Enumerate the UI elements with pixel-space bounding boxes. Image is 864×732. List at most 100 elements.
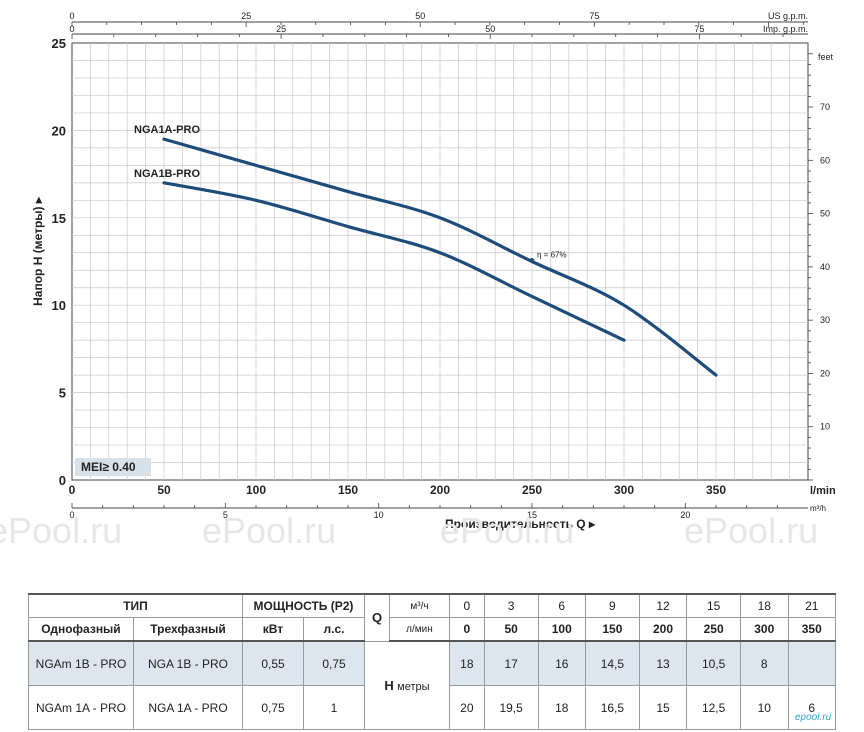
kw-header: кВт: [242, 617, 304, 642]
x-tick-label: 200: [430, 483, 450, 497]
x-tick-label: 350: [706, 483, 726, 497]
x-tick-label: 300: [614, 483, 634, 497]
three-phase-model: NGA 1B - PRO: [133, 640, 243, 686]
series-label: NGA1B-PRO: [134, 168, 200, 180]
m3h-unit-label: m³/h: [810, 504, 826, 513]
x-axis-label: Производительность Q ▸: [445, 517, 596, 531]
head-cell: 17: [483, 640, 539, 686]
power-kw: 0,55: [242, 640, 304, 686]
y-tick-label: 5: [59, 386, 66, 401]
q-lmin-cell: 350: [787, 617, 836, 642]
feet-tick-label: 60: [820, 155, 830, 165]
feet-unit-label: feet: [818, 52, 834, 62]
head-cell: 10: [740, 685, 789, 730]
x-tick-label: 150: [338, 483, 358, 497]
q-m3h-cell: 18: [740, 593, 789, 618]
single-phase-model: NGAm 1B - PRO: [28, 640, 134, 686]
us-gpm-tick-label: 75: [589, 11, 599, 21]
h-label-cell: H метры: [364, 640, 450, 730]
power-header: МОЩНОСТЬ (P2): [242, 593, 365, 618]
q-lmin-cell: 100: [537, 617, 587, 642]
y-tick-label: 15: [52, 211, 66, 226]
chart-grid: [71, 42, 809, 481]
q-lmin-cell: 0: [448, 617, 485, 642]
head-cell: 20: [448, 685, 485, 730]
spec-table: ТИП МОЩНОСТЬ (P2) Q м³/ч 0 3 6 9 12 15 1…: [28, 593, 836, 730]
power-hp: 1: [303, 685, 365, 730]
imp-gpm-tick-label: 75: [694, 24, 704, 34]
q-m3h-cell: 3: [483, 593, 539, 618]
single-phase-header: Однофазный: [28, 617, 134, 642]
m3h-tick-label: 20: [680, 510, 690, 520]
m3h-tick-label: 0: [69, 510, 74, 520]
m3h-tick-label: 5: [223, 510, 228, 520]
imp-gpm-unit-label: Imp. g.p.m.: [763, 24, 808, 34]
head-cell: 6: [787, 685, 836, 730]
q-unit-m3h: м³/ч: [389, 593, 450, 618]
us-gpm-tick-label: 25: [241, 11, 251, 21]
curve-nga1b-pro: [162, 181, 626, 342]
series-label: NGA1A-PRO: [134, 124, 200, 136]
feet-tick-label: 20: [820, 368, 830, 378]
imp-gpm-tick-label: 25: [276, 24, 286, 34]
head-cell: 19,5: [483, 685, 539, 730]
head-cell: 10,5: [686, 640, 742, 686]
feet-tick-label: 70: [820, 102, 830, 112]
table-row: NGAm 1B - PRO NGA 1B - PRO 0,55 0,75 H м…: [28, 640, 836, 730]
type-header: ТИП: [28, 593, 243, 618]
site-logo: epool.ru: [795, 712, 832, 723]
single-phase-model: NGAm 1A - PRO: [28, 685, 134, 730]
mei-badge: MEI≥ 0.40: [75, 458, 151, 476]
three-phase-header: Трехфазный: [133, 617, 243, 642]
power-hp: 0,75: [303, 640, 365, 686]
imp-gpm-tick-label: 0: [69, 24, 74, 34]
q-lmin-cell: 150: [585, 617, 640, 642]
q-m3h-cell: 9: [585, 593, 640, 618]
q-unit-lmin: л/мин: [389, 617, 450, 642]
q-m3h-cell: 6: [537, 593, 587, 618]
us-gpm-unit-label: US g.p.m.: [768, 11, 808, 21]
x-tick-label: 0: [69, 483, 76, 497]
chart-curves: [162, 137, 718, 377]
y-tick-label: 0: [59, 473, 66, 488]
q-lmin-cell: 250: [686, 617, 742, 642]
y-tick-label: 20: [52, 123, 66, 138]
head-cell: 16,5: [585, 685, 640, 730]
y-tick-label: 25: [52, 36, 66, 51]
q-m3h-cell: 0: [448, 593, 485, 618]
y-axis-label: Напор H (метры) ▸: [31, 196, 45, 306]
feet-tick-label: 50: [820, 209, 830, 219]
feet-tick-label: 40: [820, 262, 830, 272]
y-tick-label: 10: [52, 298, 66, 313]
q-lmin-cell: 50: [483, 617, 539, 642]
q-lmin-cell: 300: [740, 617, 789, 642]
q-m3h-cell: 15: [686, 593, 742, 618]
head-cell: [787, 640, 836, 686]
head-cell: 13: [638, 640, 688, 686]
q-lmin-cell: 200: [638, 617, 688, 642]
x-tick-label: 100: [246, 483, 266, 497]
x-tick-label: 250: [522, 483, 542, 497]
hp-header: л.с.: [303, 617, 365, 642]
head-cell: 16: [537, 640, 587, 686]
h-label: H: [384, 678, 394, 693]
head-cell: 12,5: [686, 685, 742, 730]
head-cell: 14,5: [585, 640, 640, 686]
chart-labels: NGA1A-PRO NGA1B-PRO η = 67%: [134, 124, 567, 263]
efficiency-annotation: η = 67%: [537, 250, 567, 259]
feet-tick-label: 30: [820, 315, 830, 325]
m3h-tick-label: 10: [374, 510, 384, 520]
head-cell: 18: [448, 640, 485, 686]
q-m3h-cell: 12: [638, 593, 688, 618]
imp-gpm-tick-label: 50: [485, 24, 495, 34]
q-label: Q: [364, 593, 390, 642]
head-cell: 15: [638, 685, 688, 730]
us-gpm-tick-label: 50: [415, 11, 425, 21]
three-phase-model: NGA 1A - PRO: [133, 685, 243, 730]
power-kw: 0,75: [242, 685, 304, 730]
feet-tick-label: 10: [820, 422, 830, 432]
x-tick-label: 50: [157, 483, 171, 497]
head-cell: 8: [740, 640, 789, 686]
